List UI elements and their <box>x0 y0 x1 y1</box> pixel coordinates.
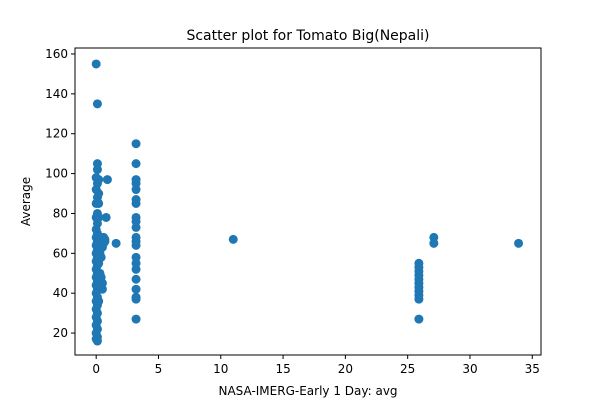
x-tick-label: 20 <box>338 362 353 376</box>
data-point <box>131 198 141 208</box>
data-point <box>92 165 102 175</box>
data-point <box>131 274 141 284</box>
data-point <box>131 139 141 149</box>
data-point <box>131 159 141 169</box>
data-point <box>91 59 101 69</box>
y-tick-label: 40 <box>53 286 68 300</box>
data-point <box>414 314 424 324</box>
y-tick-label: 140 <box>45 87 68 101</box>
data-point <box>414 294 424 304</box>
y-tick-label: 100 <box>45 167 68 181</box>
points-layer <box>91 59 524 346</box>
x-tick-label: 30 <box>462 362 477 376</box>
data-point <box>131 294 141 304</box>
data-point <box>102 175 112 185</box>
x-tick-label: 15 <box>275 362 290 376</box>
data-point <box>94 212 104 222</box>
y-tick-label: 80 <box>53 206 68 220</box>
data-point <box>92 99 102 109</box>
data-point <box>94 296 104 306</box>
y-tick-label: 60 <box>53 246 68 260</box>
y-tick-label: 120 <box>45 127 68 141</box>
y-axis-label: Average <box>19 177 33 226</box>
data-point <box>131 222 141 232</box>
data-point <box>94 175 104 185</box>
data-point <box>111 238 121 248</box>
x-tick-label: 25 <box>400 362 415 376</box>
data-point <box>94 189 104 199</box>
y-tick-label: 20 <box>53 326 68 340</box>
data-point <box>92 336 102 346</box>
data-point <box>96 282 106 292</box>
x-axis-ticks: 0 5 10 15 20 25 30 35 <box>92 355 540 376</box>
data-point <box>101 212 111 222</box>
data-point <box>131 185 141 195</box>
data-point <box>95 248 105 258</box>
y-axis-ticks: 20 40 60 80 100 120 140 160 <box>45 47 75 340</box>
x-tick-label: 0 <box>92 362 100 376</box>
x-tick-label: 5 <box>155 362 163 376</box>
data-point <box>514 238 524 248</box>
data-point <box>131 264 141 274</box>
data-point <box>228 234 238 244</box>
data-point <box>131 284 141 294</box>
data-point <box>99 238 109 248</box>
x-tick-label: 35 <box>525 362 540 376</box>
x-tick-label: 10 <box>213 362 228 376</box>
data-point <box>131 314 141 324</box>
y-tick-label: 160 <box>45 47 68 61</box>
data-point <box>94 198 104 208</box>
data-point <box>429 238 439 248</box>
plot-frame <box>74 47 542 356</box>
x-axis-label: NASA-IMERG-Early 1 Day: avg <box>218 384 397 398</box>
chart-title: Scatter plot for Tomato Big(Nepali) <box>186 28 429 44</box>
data-point <box>131 240 141 250</box>
